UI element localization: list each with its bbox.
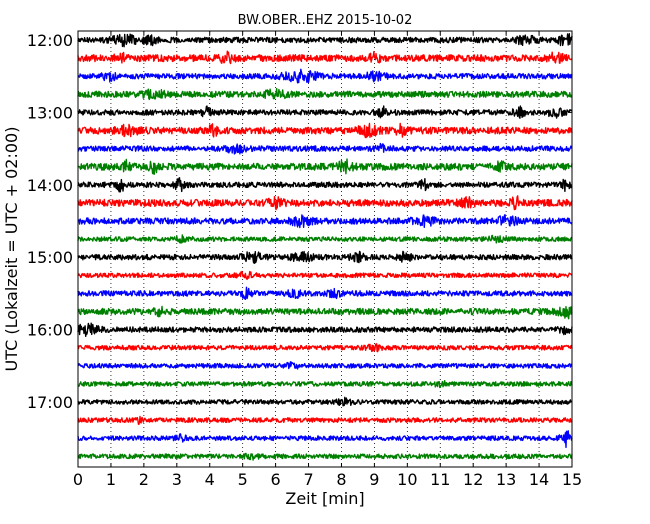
x-axis-label: Zeit [min] bbox=[285, 489, 364, 508]
seismogram-trace bbox=[77, 415, 573, 426]
seismogram-trace bbox=[77, 33, 573, 48]
seismogram-trace bbox=[77, 122, 573, 139]
seismogram-trace bbox=[77, 250, 573, 264]
x-tick-label: 7 bbox=[303, 470, 313, 489]
seismogram-trace bbox=[77, 343, 573, 353]
seismogram-trace bbox=[77, 214, 573, 229]
seismogram-trace bbox=[77, 322, 573, 337]
x-tick-label: 8 bbox=[336, 470, 346, 489]
seismogram-trace bbox=[77, 430, 573, 449]
x-tick-label: 10 bbox=[397, 470, 417, 489]
x-tick-label: 15 bbox=[562, 470, 582, 489]
seismogram-trace bbox=[77, 270, 573, 281]
seismogram-trace bbox=[77, 396, 573, 407]
seismogram-trace bbox=[77, 234, 573, 244]
y-tick-label: 16:00 bbox=[27, 321, 73, 340]
seismogram-traces bbox=[77, 33, 573, 461]
seismogram-trace bbox=[77, 158, 573, 175]
x-tick-label: 12 bbox=[463, 470, 483, 489]
x-tick-label: 6 bbox=[271, 470, 281, 489]
x-tick-label: 2 bbox=[139, 470, 149, 489]
x-tick-label: 0 bbox=[73, 470, 83, 489]
y-tick-label: 17:00 bbox=[27, 393, 73, 412]
x-tick-label: 3 bbox=[172, 470, 182, 489]
seismogram-trace bbox=[77, 380, 573, 389]
seismogram-trace bbox=[77, 177, 573, 193]
seismogram-trace bbox=[77, 452, 573, 461]
x-tick-label: 14 bbox=[529, 470, 549, 489]
seismogram-trace bbox=[77, 286, 573, 300]
seismogram-trace bbox=[77, 195, 573, 211]
x-tick-label: 1 bbox=[106, 470, 116, 489]
y-axis-label: UTC (Lokalzeit = UTC + 02:00) bbox=[2, 127, 21, 372]
plot-frame bbox=[77, 30, 573, 468]
vertical-grid bbox=[110, 31, 540, 467]
seismogram-trace bbox=[77, 142, 573, 155]
seismogram-trace bbox=[77, 87, 573, 101]
axis-ticks: 0 1 2 3 4 5 6 7 8 9 10 11 12 13 14 1512:0013:0014:0015:… bbox=[27, 31, 582, 489]
x-tick-label: 5 bbox=[238, 470, 248, 489]
y-tick-label: 14:00 bbox=[27, 176, 73, 195]
chart-title: BW.OBER..EHZ 2015-10-02 bbox=[238, 13, 413, 28]
x-tick-label: 4 bbox=[205, 470, 215, 489]
seismogram-trace bbox=[77, 68, 573, 84]
y-tick-label: 12:00 bbox=[27, 31, 73, 50]
seismogram-trace bbox=[77, 305, 573, 320]
x-tick-label: 11 bbox=[430, 470, 450, 489]
y-tick-label: 15:00 bbox=[27, 248, 73, 267]
x-tick-label: 9 bbox=[369, 470, 379, 489]
seismogram-trace bbox=[77, 361, 573, 370]
seismogram-trace bbox=[77, 50, 573, 65]
seismogram-trace bbox=[77, 105, 573, 119]
y-tick-label: 13:00 bbox=[27, 103, 73, 122]
x-tick-label: 13 bbox=[496, 470, 516, 489]
